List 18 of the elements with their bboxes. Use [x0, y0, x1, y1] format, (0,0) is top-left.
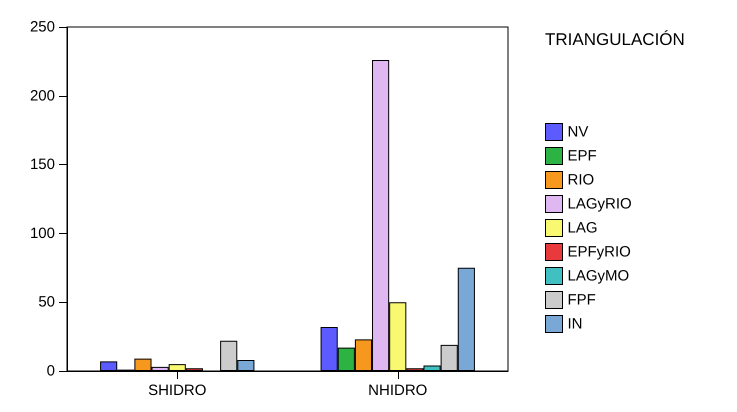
legend-label: FPF	[568, 292, 596, 308]
legend-title: TRIANGULACIÓN	[545, 30, 685, 49]
y-tick-label: 250	[30, 18, 55, 36]
legend-label: NV	[568, 124, 588, 140]
y-tick-label: 200	[30, 87, 55, 104]
legend-label: EPF	[568, 148, 597, 164]
y-tick-label: 100	[30, 224, 55, 242]
legend-label: RIO	[568, 172, 594, 188]
legend-label: LAGyMO	[568, 268, 630, 284]
legend-label: IN	[568, 316, 582, 332]
y-tick-label: 50	[38, 294, 55, 311]
x-tick-label: NHIDRO	[368, 382, 428, 399]
legend-label: LAG	[568, 220, 598, 236]
legend-label: EPFyRIO	[568, 244, 631, 260]
legend-label: LAGyRIO	[568, 196, 632, 212]
x-tick-label: SHIDRO	[148, 382, 206, 399]
y-tick-label: 0	[46, 362, 55, 380]
y-tick-label: 150	[30, 156, 55, 174]
